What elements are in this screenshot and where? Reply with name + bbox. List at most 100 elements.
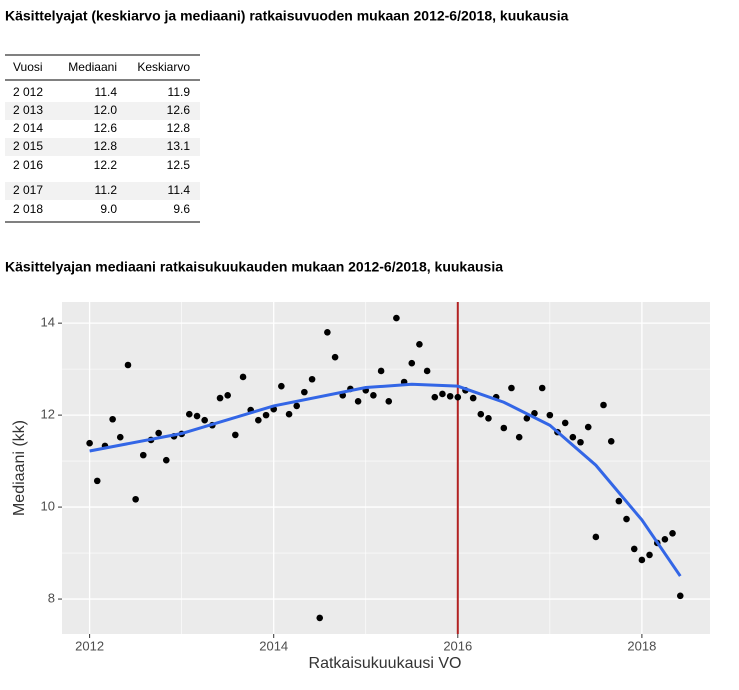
data-point: [377, 367, 385, 375]
table-cell: 2 015: [13, 139, 43, 153]
x-tick-label: 2016: [443, 638, 472, 653]
y-tick-label: 8: [48, 590, 55, 605]
table-cell: 2 014: [13, 121, 43, 135]
data-point: [370, 392, 377, 399]
data-point: [239, 373, 247, 381]
data-point: [607, 438, 615, 445]
data-point: [124, 361, 132, 369]
data-point: [500, 424, 508, 432]
x-tick-label: 2018: [627, 638, 656, 653]
column-header: Keskiarvo: [137, 60, 190, 74]
data-point: [301, 388, 308, 396]
table-cell: 11.2: [95, 183, 118, 197]
data-point: [477, 410, 485, 418]
plot-background: [62, 302, 710, 634]
data-point: [86, 439, 93, 447]
data-point: [531, 409, 538, 417]
chart-title: Käsittelyajan mediaani ratkaisukuukauden…: [5, 259, 503, 275]
data-point: [592, 533, 600, 541]
row-band: [5, 102, 200, 120]
data-point: [646, 551, 653, 559]
table-cell: 12.8: [94, 139, 118, 153]
data-point: [416, 341, 423, 348]
data-point: [232, 431, 239, 439]
data-point: [109, 415, 116, 423]
row-band: [5, 138, 200, 156]
data-point: [93, 477, 101, 485]
y-axis-title: Mediaani (kk): [11, 420, 28, 516]
x-tick-label: 2012: [75, 638, 104, 653]
data-point: [623, 515, 630, 523]
table-cell: 2 017: [13, 183, 43, 197]
data-point: [538, 384, 546, 392]
data-point: [584, 423, 592, 431]
data-point: [615, 497, 623, 505]
data-point: [431, 393, 439, 401]
data-point: [139, 451, 147, 459]
data-point: [523, 415, 531, 422]
data-point: [354, 398, 362, 405]
row-band: [5, 182, 200, 200]
data-point: [561, 419, 569, 427]
table-cell: 12.0: [94, 103, 118, 117]
data-point: [216, 394, 224, 402]
column-header: Mediaani: [68, 60, 117, 74]
x-tick-label: 2014: [259, 638, 288, 653]
data-point: [408, 359, 416, 367]
data-point: [116, 433, 124, 441]
data-point: [676, 592, 684, 600]
data-point: [446, 392, 454, 400]
data-point: [324, 329, 331, 336]
y-tick-label: 12: [41, 407, 55, 422]
data-point: [193, 412, 201, 420]
data-point: [485, 415, 492, 422]
x-axis-title: Ratkaisukuukausi VO: [309, 655, 462, 672]
data-point: [630, 545, 638, 553]
table-cell: 9.6: [173, 202, 190, 216]
data-point: [201, 416, 208, 424]
data-point: [262, 411, 270, 419]
data-point: [155, 429, 162, 437]
table-cell: 11.9: [168, 85, 191, 99]
data-point: [454, 393, 462, 401]
data-point: [661, 535, 669, 543]
data-point: [423, 367, 431, 375]
table-cell: 2 018: [13, 202, 43, 216]
data-point: [577, 438, 584, 446]
data-point: [285, 410, 293, 418]
data-point: [278, 382, 285, 390]
data-point: [331, 353, 339, 361]
data-point: [469, 394, 477, 402]
data-point: [293, 402, 301, 410]
data-point: [515, 433, 523, 441]
table-cell: 9.0: [100, 202, 117, 216]
table-cell: 2 013: [13, 103, 43, 117]
trend-line: [89, 382, 682, 577]
data-point: [316, 614, 324, 622]
data-point: [255, 416, 262, 424]
data-point: [439, 390, 446, 398]
data-point: [569, 433, 577, 441]
table-cell: 12.5: [167, 158, 191, 172]
table-cell: 11.4: [168, 183, 191, 197]
table-cell: 12.2: [94, 158, 118, 172]
table-cell: 2 016: [13, 158, 43, 172]
data-point: [385, 398, 393, 405]
data-point: [162, 456, 170, 464]
table-title: Käsittelyajat (keskiarvo ja mediaani) ra…: [5, 8, 569, 24]
column-header: Vuosi: [13, 60, 43, 74]
table-cell: 12.6: [167, 103, 191, 117]
data-point: [669, 529, 676, 537]
data-point: [600, 401, 607, 409]
table-cell: 12.8: [167, 121, 191, 135]
table-cell: 11.4: [95, 85, 118, 99]
data-point: [224, 392, 231, 399]
data-point: [546, 411, 554, 419]
data-point: [185, 410, 193, 418]
data-point: [393, 314, 400, 322]
y-tick-label: 14: [41, 315, 55, 330]
table-cell: 2 012: [13, 85, 43, 99]
data-point: [132, 495, 139, 503]
data-point: [308, 375, 316, 383]
